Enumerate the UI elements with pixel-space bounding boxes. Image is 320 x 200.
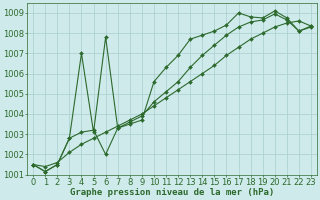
X-axis label: Graphe pression niveau de la mer (hPa): Graphe pression niveau de la mer (hPa): [70, 188, 274, 197]
